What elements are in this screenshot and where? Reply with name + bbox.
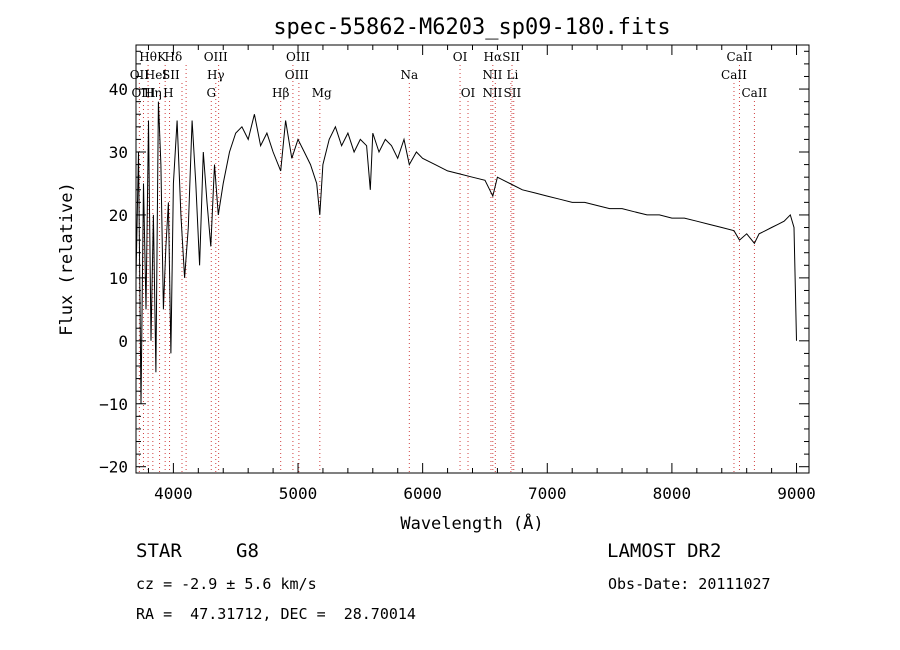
line-marker-label: Hη (144, 86, 162, 100)
y-tick-label: −20 (99, 458, 128, 477)
x-tick-label: 9000 (777, 484, 816, 503)
line-marker-label: Hγ (207, 68, 225, 82)
line-marker-label: NII (482, 68, 502, 82)
line-marker-label: CaII (741, 86, 767, 100)
line-marker-label: Hθ (139, 50, 157, 64)
line-marker-label: OI (461, 86, 476, 100)
observation-date: Obs-Date: 20111027 (608, 575, 771, 593)
y-tick-label: 30 (109, 143, 128, 162)
spectrum-series (135, 101, 797, 404)
x-tick-label: 4000 (154, 484, 193, 503)
survey-name: LAMOST DR2 (607, 540, 722, 562)
line-marker-label: OI (453, 50, 468, 64)
x-tick-label: 8000 (653, 484, 692, 503)
line-marker-label: OIII (204, 50, 228, 64)
line-marker-label: Hβ (272, 86, 289, 100)
line-marker-label: SII (504, 86, 522, 100)
line-marker-label: G (206, 86, 216, 100)
x-tick-label: 6000 (403, 484, 442, 503)
line-marker-label: SII (162, 68, 180, 82)
line-markers (138, 65, 755, 473)
line-marker-label: K (157, 50, 167, 64)
line-marker-label: CaII (727, 50, 753, 64)
x-tick-label: 5000 (279, 484, 318, 503)
y-tick-label: 20 (109, 206, 128, 225)
line-marker-label: Hα (484, 50, 503, 64)
line-marker-label: OIII (285, 68, 309, 82)
line-marker-label: OII (130, 68, 150, 82)
plot-frame (135, 44, 810, 474)
line-marker-label: OIII (286, 50, 310, 64)
line-marker-label: Na (400, 68, 418, 82)
redshift-cz: cz = -2.9 ± 5.6 km/s (136, 575, 317, 593)
y-tick-label: 40 (109, 80, 128, 99)
object-class: STAR (136, 540, 182, 562)
line-marker-label: Li (506, 68, 518, 82)
line-marker-label: Hδ (165, 50, 183, 64)
chart-title: spec-55862-M6203_sp09-180.fits (273, 15, 670, 40)
line-marker-label: Mg (312, 86, 332, 100)
y-axis-label: Flux (relative) (57, 182, 77, 336)
line-marker-label: CaII (721, 68, 747, 82)
x-axis-label: Wavelength (Å) (400, 512, 543, 534)
line-marker-label: HeI (145, 68, 168, 82)
y-tick-label: 0 (118, 332, 128, 351)
object-subclass: G8 (236, 540, 259, 562)
line-marker-label: SII (502, 50, 520, 64)
x-axis-ticks: 4000 5000 6000 7000 8000 9000 (147, 45, 816, 503)
line-marker-label: H (163, 86, 173, 100)
x-tick-label: 7000 (528, 484, 567, 503)
line-marker-label: NII (482, 86, 502, 100)
coordinates: RA = 47.31712, DEC = 28.70014 (136, 605, 416, 623)
y-tick-label: −10 (99, 395, 128, 414)
y-axis-ticks: −20 −10 0 10 20 30 40 (99, 50, 809, 477)
y-tick-label: 10 (109, 269, 128, 288)
